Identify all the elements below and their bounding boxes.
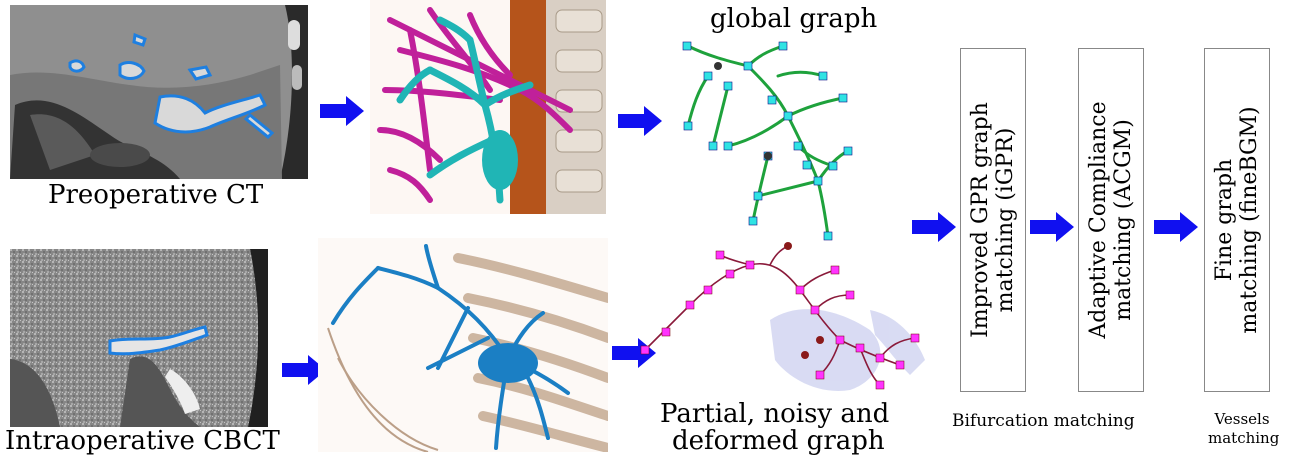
preoperative-ct-image [10,5,308,179]
igpr-step-line1: Improved GPR graph [968,102,993,338]
acgm-step-box: Adaptive Compliance matching (ACGM) [1078,48,1144,392]
arrow-right-icon [1030,212,1074,242]
preoperative-3d-vessels-render [370,0,606,214]
arrow-right-icon [912,212,956,242]
preoperative-ct-caption: Preoperative CT [48,180,264,210]
partial-graph-caption-line1: Partial, noisy and [660,399,890,429]
arrow-right-icon [618,106,662,136]
igpr-step-line2: matching (iGPR) [993,127,1018,313]
intraoperative-3d-vessels-render [318,238,608,452]
arrow-right-icon [612,338,656,368]
acgm-step-line1: Adaptive Compliance [1086,101,1111,339]
partial-graph-caption-line2: deformed graph [672,426,885,456]
finebgm-step-line1: Fine graph [1212,158,1237,282]
igpr-step-box: Improved GPR graph matching (iGPR) [960,48,1026,392]
intraoperative-cbct-caption: Intraoperative CBCT [5,426,280,456]
vessels-matching-label-line2: matching [1208,429,1280,447]
global-graph-render [668,36,854,242]
partial-graph-render [640,240,940,400]
finebgm-step-line2: matching (fineBGM) [1237,106,1262,334]
global-graph-caption: global graph [710,4,878,34]
arrow-right-icon [282,355,326,385]
acgm-step-line2: matching (ACGM) [1111,119,1136,321]
intraoperative-cbct-image [10,249,268,427]
finebgm-step-box: Fine graph matching (fineBGM) [1204,48,1270,392]
bifurcation-matching-label: Bifurcation matching [952,411,1135,431]
arrow-right-icon [320,96,364,126]
arrow-right-icon [1154,212,1198,242]
vessels-matching-label-line1: Vessels [1214,410,1270,428]
